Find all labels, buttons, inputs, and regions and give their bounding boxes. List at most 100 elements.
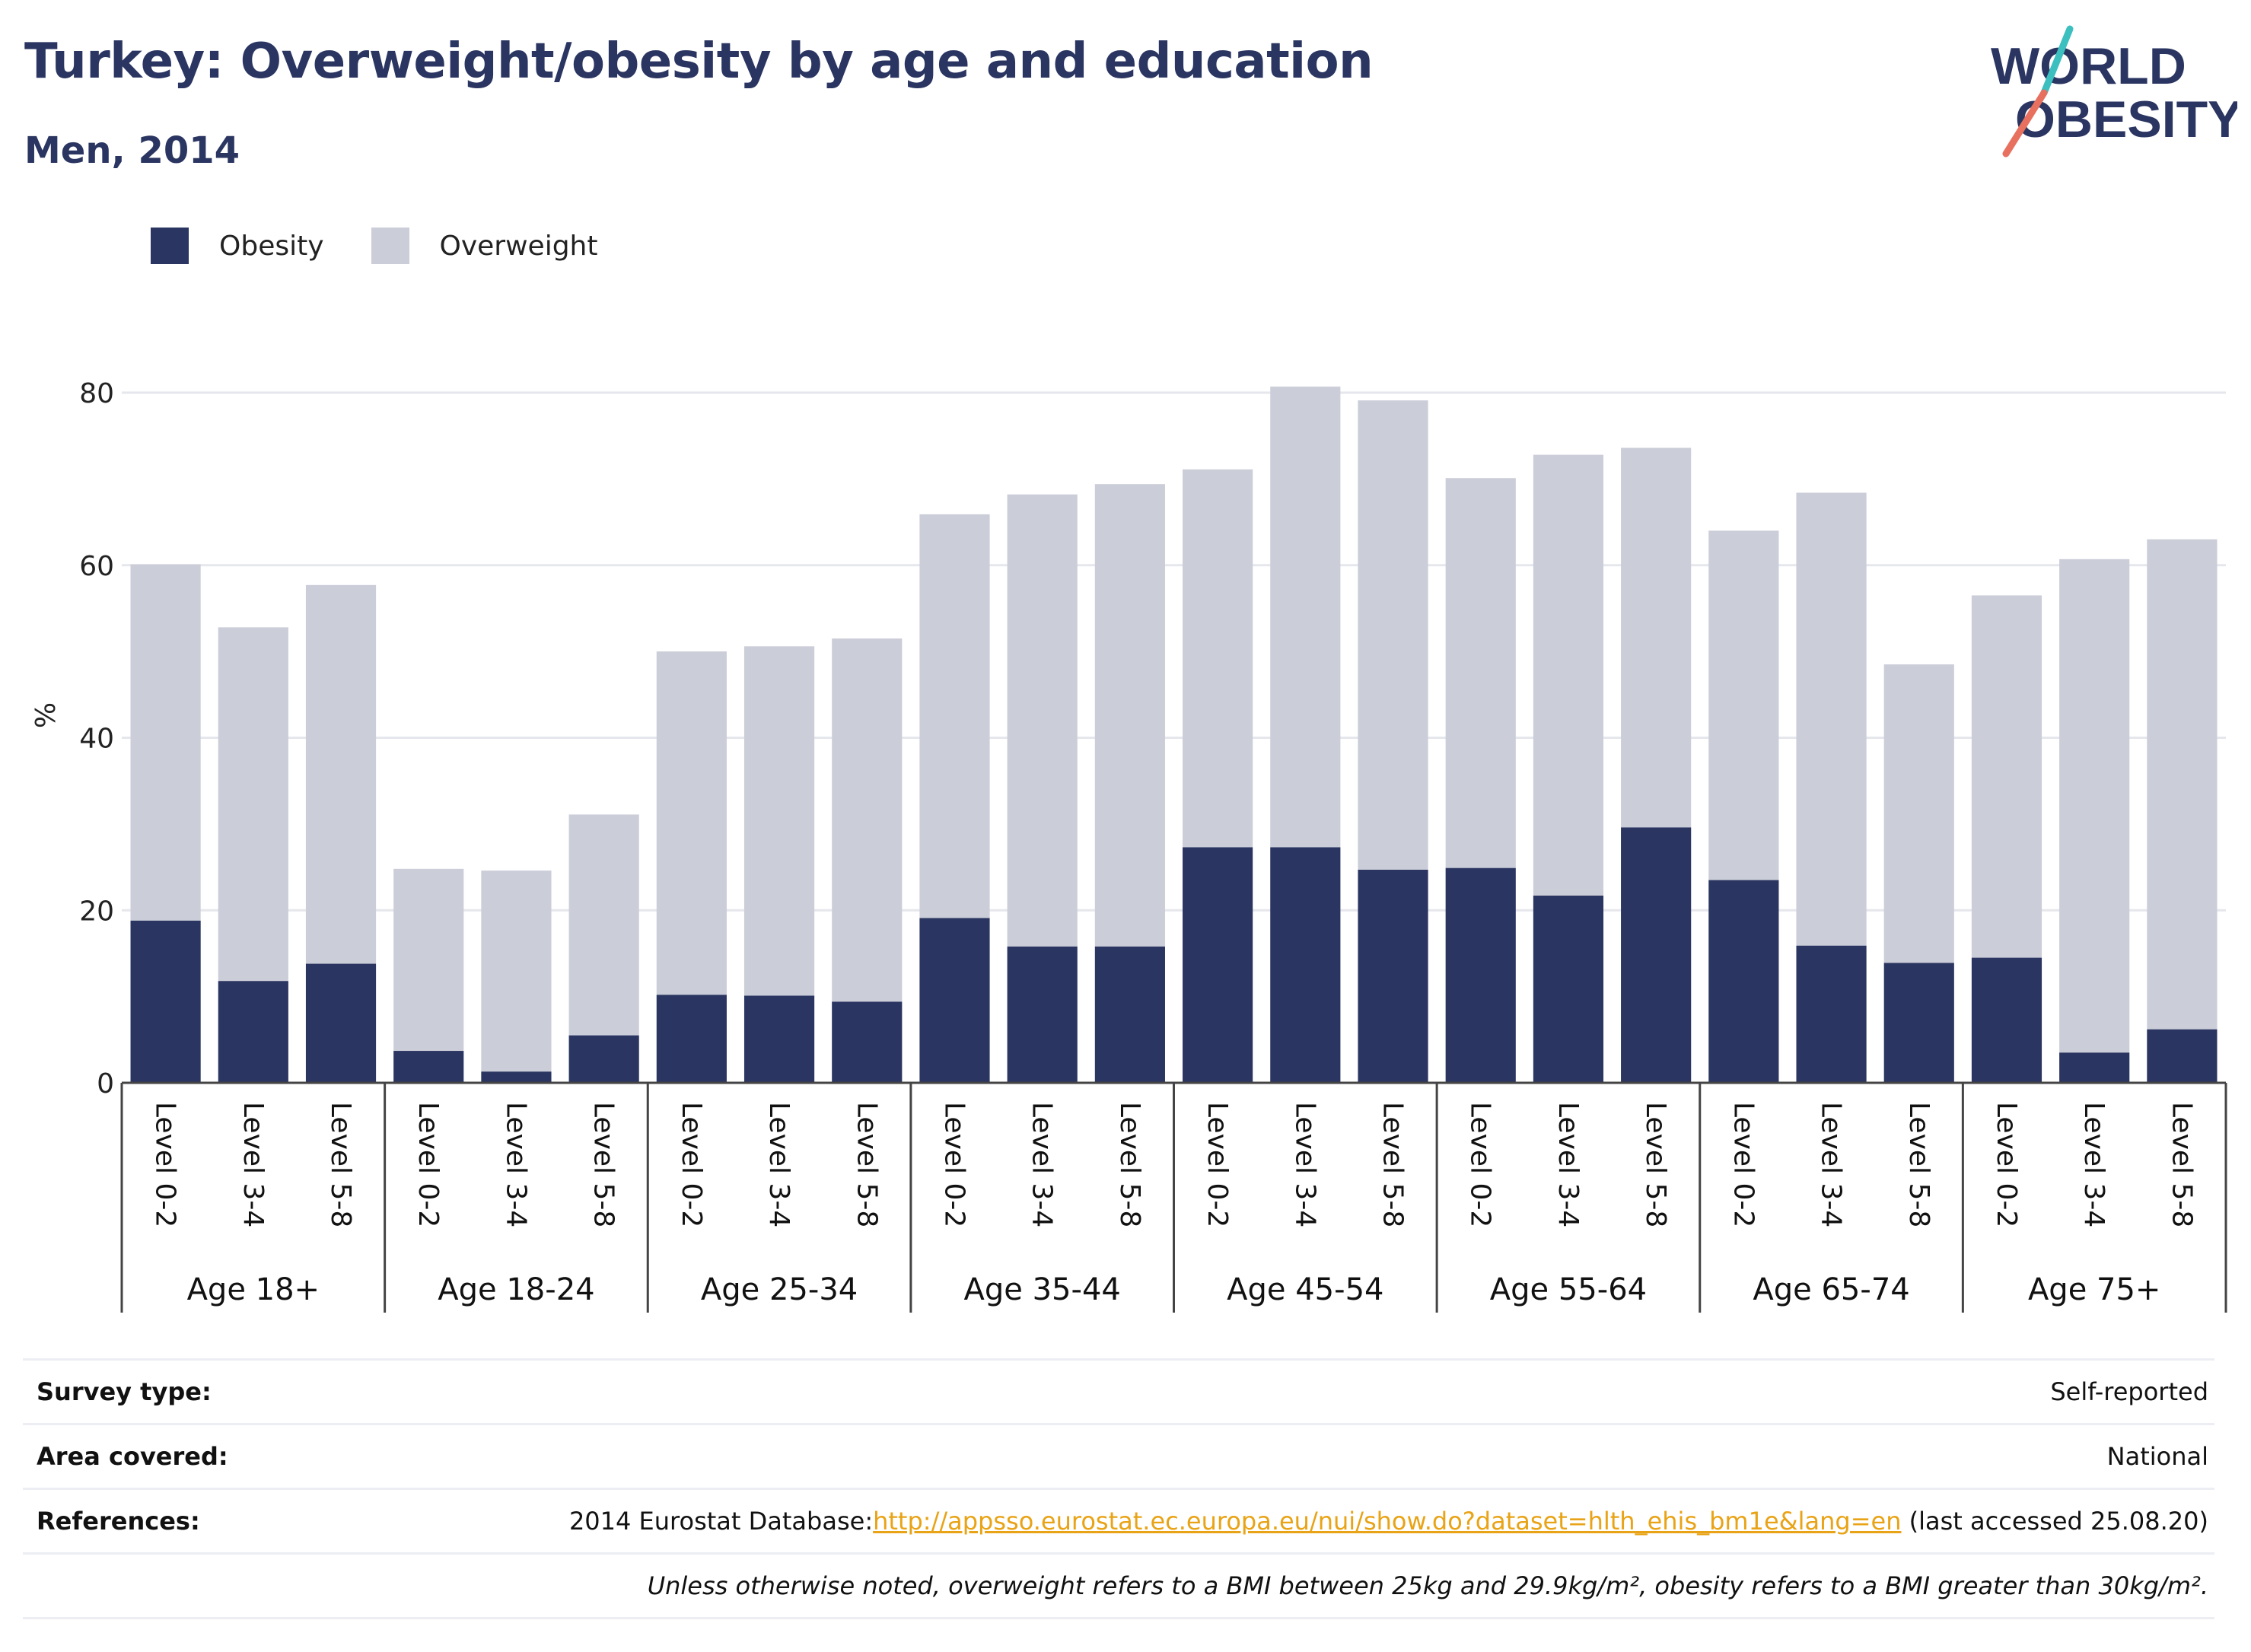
bar-obesity: [919, 918, 990, 1083]
bar-obesity: [1358, 869, 1428, 1083]
x-tick-label: Level 0-2: [412, 1102, 444, 1227]
bar-overweight: [1445, 478, 1516, 868]
bar-overweight: [919, 514, 990, 918]
x-tick-label: Level 5-8: [1903, 1102, 1934, 1227]
bar-overweight: [1796, 492, 1867, 946]
x-tick-label: Level 0-2: [150, 1102, 181, 1227]
references-suffix: (last accessed 25.08.20): [1901, 1507, 2208, 1536]
world-obesity-logo: WORLD OBESITY: [1991, 25, 2237, 158]
bar-obesity: [393, 1051, 464, 1083]
x-tick-label: Level 0-2: [938, 1102, 969, 1227]
bar-overweight: [743, 646, 815, 996]
bar-obesity: [1621, 827, 1692, 1083]
references-link[interactable]: http://appsso.eurostat.ec.europa.eu/nui/…: [873, 1507, 1902, 1536]
area-covered-value: National: [2106, 1442, 2208, 1471]
bar-overweight: [656, 651, 727, 995]
bar-overweight: [393, 868, 464, 1052]
x-tick-label: Level 3-4: [1289, 1102, 1320, 1227]
x-tick-label: Level 0-2: [1465, 1102, 1496, 1227]
bar-obesity: [218, 981, 288, 1083]
bar-obesity: [1183, 847, 1253, 1083]
bar-obesity: [2147, 1029, 2218, 1083]
y-tick-label: 0: [97, 1068, 114, 1100]
y-tick-label: 40: [79, 724, 114, 755]
info-row-note: Unless otherwise noted, overweight refer…: [23, 1552, 2214, 1617]
bar-obesity: [568, 1035, 639, 1083]
bar-overweight: [1358, 400, 1428, 870]
bar-obesity: [1094, 946, 1165, 1083]
x-tick-label: Level 5-8: [1377, 1102, 1409, 1227]
bar-chart: 0 20 40 60 80% Level 0-2 Level 3-4 Level 5-8 Lev…: [30, 378, 2227, 1313]
survey-type-label: Survey type:: [37, 1377, 212, 1406]
bar-obesity: [130, 920, 201, 1083]
bar-obesity: [305, 963, 377, 1083]
info-row-references: References: 2014 Eurostat Database:http:…: [23, 1488, 2214, 1552]
x-tick-label: Level 5-8: [588, 1102, 619, 1227]
bar-overweight: [1621, 447, 1692, 828]
info-table: Survey type: Self-reported Area covered:…: [23, 1358, 2214, 1619]
definition-note: Unless otherwise noted, overweight refer…: [647, 1571, 2208, 1600]
y-tick-label: 60: [79, 551, 114, 582]
legend-swatch-obesity: [151, 228, 189, 264]
bar-overweight: [1883, 664, 1954, 963]
x-tick-label: Level 3-4: [237, 1102, 269, 1227]
logo-line1: WORLD: [1991, 37, 2186, 95]
bar-obesity: [1883, 963, 1954, 1083]
x-tick-label: Level 5-8: [851, 1102, 882, 1227]
bar-obesity: [1708, 880, 1779, 1083]
legend-swatch-overweight: [371, 228, 409, 264]
bar-obesity: [1796, 945, 1867, 1083]
bar-overweight: [1270, 387, 1341, 848]
group-label: Age 55-64: [1490, 1272, 1647, 1307]
bar-overweight: [1094, 484, 1165, 947]
bar-obesity: [832, 1001, 903, 1083]
bar-overweight: [832, 638, 903, 1002]
bar-obesity: [2059, 1052, 2130, 1083]
bar-overweight: [568, 814, 639, 1036]
legend-item-obesity[interactable]: Obesity: [151, 228, 324, 264]
group-label: Age 25-34: [701, 1272, 858, 1307]
x-tick-label: Level 3-4: [1552, 1102, 1584, 1227]
x-tick-label: Level 3-4: [2078, 1102, 2109, 1227]
info-row-area: Area covered: National: [23, 1423, 2214, 1488]
group-label: Age 18-24: [438, 1272, 594, 1307]
bar-overweight: [481, 871, 552, 1072]
x-tick-label: Level 3-4: [500, 1102, 531, 1227]
x-tick-label: Level 5-8: [1640, 1102, 1671, 1227]
bar-obesity: [656, 995, 727, 1083]
bar-obesity: [481, 1071, 552, 1083]
x-tick-label: Level 3-4: [1816, 1102, 1847, 1227]
group-label: Age 45-54: [1227, 1272, 1383, 1307]
legend-item-overweight[interactable]: Overweight: [371, 228, 598, 264]
x-tick-label: Level 0-2: [1991, 1102, 2022, 1227]
legend-label-obesity: Obesity: [219, 230, 324, 262]
x-tick-label: Level 5-8: [325, 1102, 356, 1227]
survey-type-value: Self-reported: [2050, 1377, 2208, 1406]
bar-overweight: [2059, 559, 2130, 1053]
chart-title: Turkey: Overweight/obesity by age and ed…: [24, 33, 1374, 90]
group-label: Age 18+: [187, 1272, 320, 1307]
x-tick-label: Level 5-8: [2166, 1102, 2197, 1227]
bar-overweight: [2147, 539, 2218, 1030]
bar-overweight: [1533, 454, 1604, 896]
y-tick-label: 20: [79, 896, 114, 927]
references-prefix: 2014 Eurostat Database:: [568, 1507, 874, 1536]
bar-overweight: [1971, 595, 2042, 958]
x-tick-label: Level 3-4: [763, 1102, 794, 1227]
bar-overweight: [1708, 530, 1779, 880]
bar-obesity: [1533, 895, 1604, 1083]
legend-label-overweight: Overweight: [439, 230, 598, 262]
bar-obesity: [1007, 946, 1078, 1083]
bar-obesity: [1971, 957, 2042, 1083]
group-label: Age 75+: [2028, 1272, 2161, 1307]
y-axis-label: %: [30, 702, 62, 728]
references-label: References:: [37, 1507, 200, 1536]
bar-obesity: [1445, 867, 1516, 1083]
bar-overweight: [130, 564, 201, 921]
bar-obesity: [743, 995, 815, 1083]
group-label: Age 65-74: [1753, 1272, 1909, 1307]
bar-overweight: [218, 627, 288, 982]
y-tick-label: 80: [79, 378, 114, 409]
bar-overweight: [305, 584, 377, 964]
references-value: 2014 Eurostat Database:http://appsso.eur…: [569, 1507, 2208, 1536]
